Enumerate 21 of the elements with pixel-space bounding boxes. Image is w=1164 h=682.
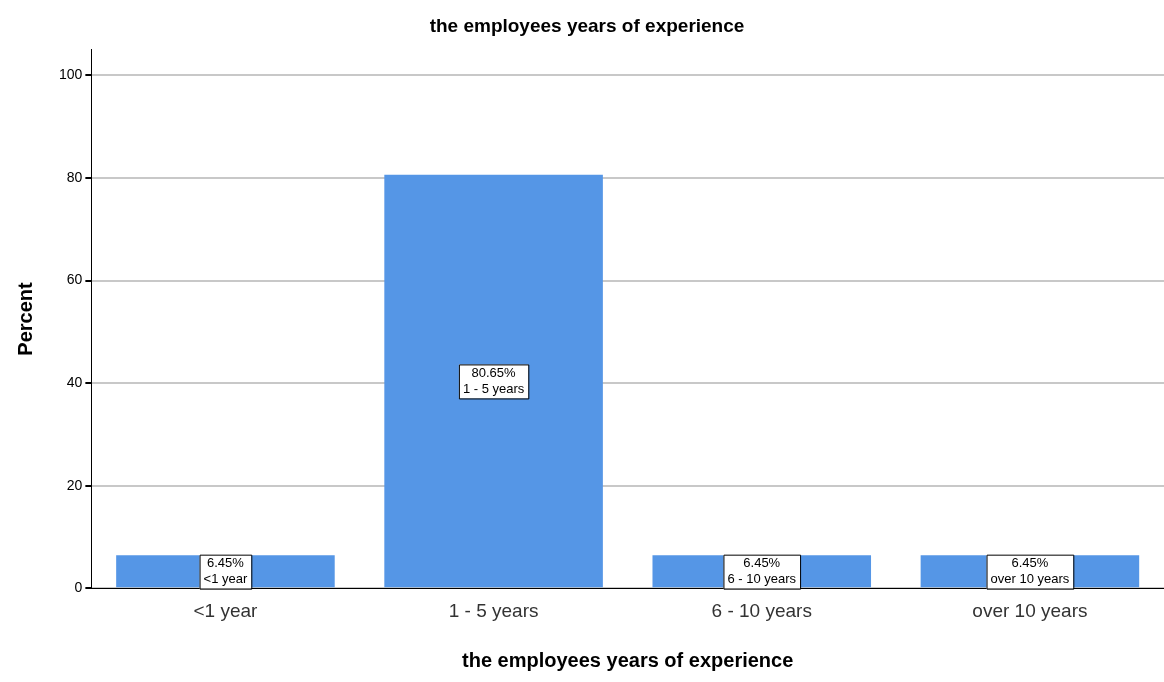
category-label: over 10 years (990, 571, 1070, 587)
y-tick-label: 40 (66, 373, 83, 390)
category-label: <1 year (203, 571, 248, 587)
y-tick-label: 100 (59, 66, 83, 83)
y-tick-label: 60 (66, 271, 83, 288)
y-tick-label: 20 (66, 476, 83, 493)
x-tick-label: 1 - 5 years (448, 599, 539, 621)
data-label: 6.45% (207, 555, 245, 571)
y-axis-title: Percent (13, 281, 36, 356)
category-label: 1 - 5 years (462, 381, 525, 397)
chart-title: the employees years of experience (429, 14, 745, 36)
data-label: 80.65% (471, 365, 517, 381)
x-axis-title: the employees years of experience (462, 648, 794, 671)
x-tick-label: 6 - 10 years (711, 599, 812, 621)
y-tick-label: 0 (74, 579, 83, 596)
data-label: 6.45% (1011, 555, 1049, 571)
x-tick-label: over 10 years (972, 599, 1088, 621)
category-label: 6 - 10 years (727, 571, 797, 587)
data-label: 6.45% (743, 555, 781, 571)
x-tick-label: <1 year (193, 599, 259, 621)
y-tick-label: 80 (66, 168, 83, 185)
